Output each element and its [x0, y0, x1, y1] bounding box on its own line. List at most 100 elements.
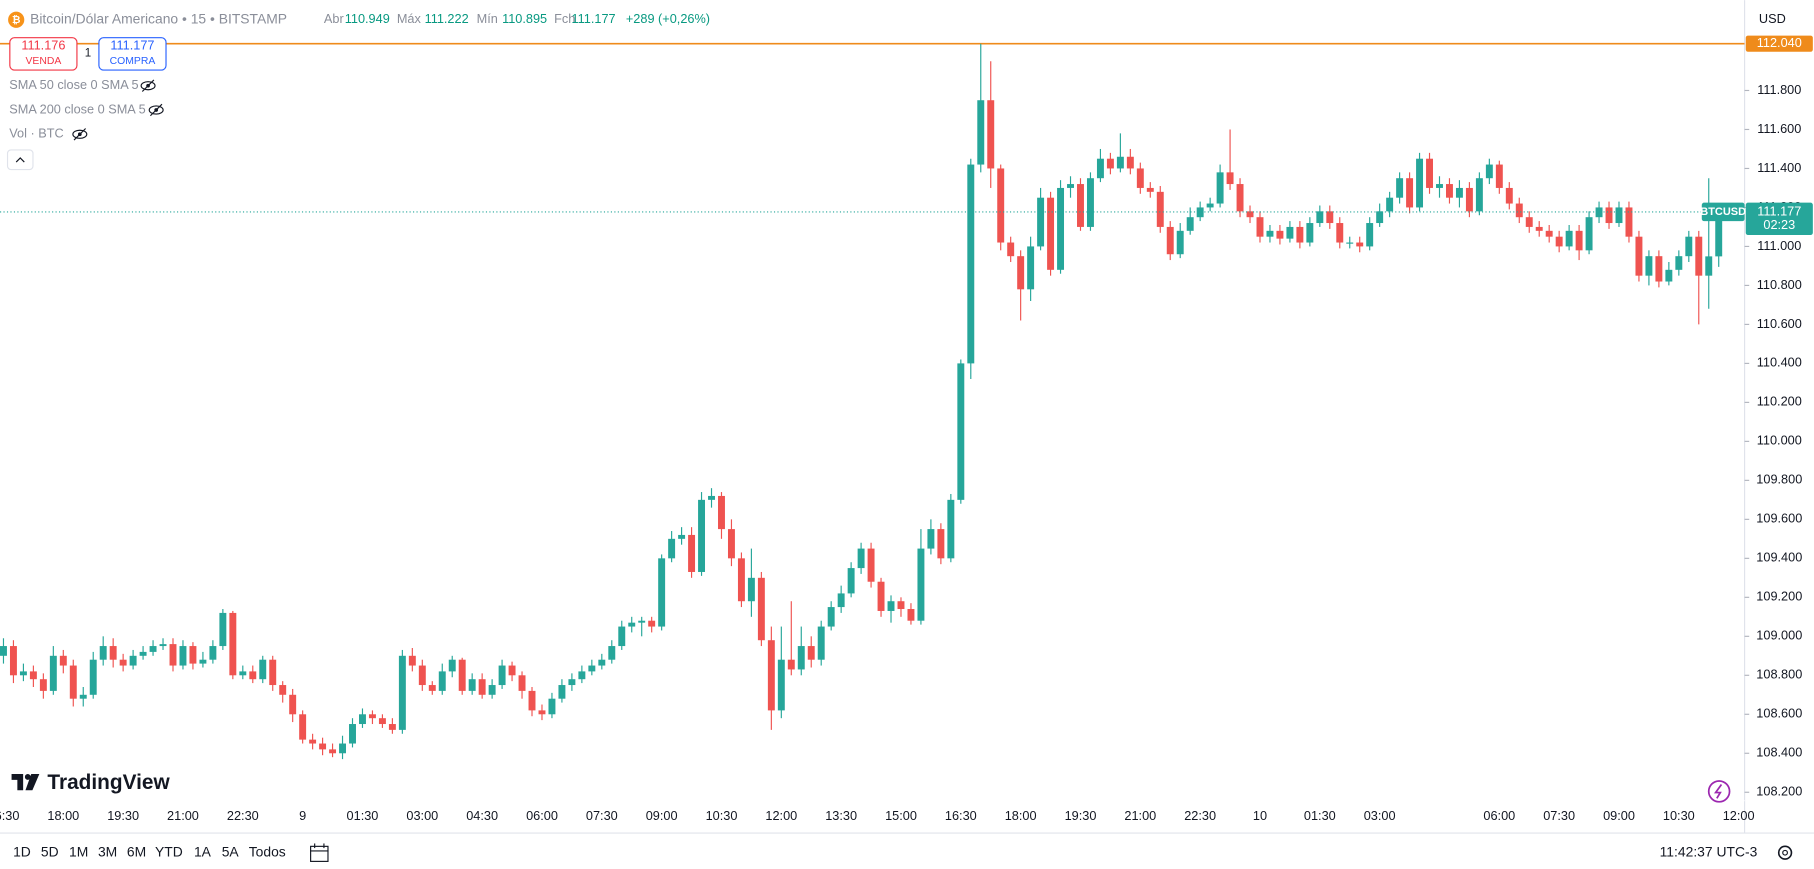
range-button[interactable]: 1D — [13, 843, 31, 859]
range-button[interactable]: 1M — [69, 843, 88, 859]
sell-button[interactable] — [9, 37, 78, 71]
buy-price[interactable]: 111.177 — [110, 38, 154, 53]
hide-icon[interactable] — [140, 79, 156, 92]
candle-body — [59, 655, 67, 666]
candle-body — [538, 710, 546, 715]
candle-body — [588, 665, 596, 672]
low-label: Mín — [477, 11, 498, 26]
currency-button[interactable] — [1752, 8, 1793, 32]
x-tick-label: 10:30 — [706, 808, 738, 823]
sell-price[interactable]: 111.176 — [21, 38, 65, 53]
range-button[interactable]: 5D — [41, 843, 59, 859]
candle-body — [229, 612, 237, 676]
candle-body — [997, 168, 1005, 243]
range-button[interactable]: Todos — [249, 843, 286, 859]
candle-body — [359, 714, 366, 725]
close-value: 111.177 — [572, 11, 616, 26]
date-range-icon[interactable] — [310, 843, 329, 862]
x-tick-label: 15:00 — [885, 808, 917, 823]
buy-button[interactable] — [98, 37, 167, 71]
candle-body — [1336, 223, 1344, 243]
candle-body — [1465, 187, 1473, 212]
candle-body — [149, 646, 157, 652]
candle-body — [1505, 187, 1513, 204]
candle-body — [518, 675, 526, 691]
currency[interactable]: USD — [1759, 11, 1786, 26]
candle-body — [1057, 187, 1065, 270]
clock[interactable]: 11:42:37 UTC-3 — [1660, 843, 1758, 859]
candle-body — [209, 646, 217, 660]
x-tick-label: 22:30 — [1184, 808, 1216, 823]
candle-body — [937, 529, 945, 559]
symbol-label-bg — [1701, 202, 1745, 222]
candle-body — [1126, 156, 1134, 169]
candle-body — [398, 655, 406, 730]
settings-icon[interactable] — [1777, 845, 1793, 860]
range-button[interactable]: YTD — [155, 843, 183, 859]
collapse-button[interactable] — [6, 149, 34, 171]
x-tick-label: 01:30 — [347, 808, 379, 823]
range-button[interactable]: 5A — [222, 843, 240, 859]
x-tick-label: 07:30 — [1543, 808, 1575, 823]
candle-body — [249, 671, 257, 680]
candle-body — [1605, 207, 1613, 224]
candle-body — [1296, 226, 1304, 243]
hide-icon[interactable] — [148, 103, 164, 117]
candle-body — [1645, 256, 1653, 276]
y-tick-label: 109.600 — [1756, 511, 1802, 526]
candle-body — [428, 685, 436, 691]
y-tick-label: 109.800 — [1756, 472, 1802, 487]
candle-body — [1426, 158, 1433, 188]
range-button[interactable]: 3M — [98, 843, 117, 859]
alert-icon[interactable] — [1707, 780, 1731, 803]
range-button[interactable]: 1A — [194, 843, 212, 859]
range-button[interactable]: 6M — [127, 843, 146, 859]
candle-body — [1376, 211, 1384, 224]
candle-body — [1166, 226, 1174, 255]
candle-body — [1455, 187, 1463, 198]
indicator[interactable]: SMA 200 close 0 SMA 5 — [9, 101, 145, 116]
hide-icon[interactable] — [72, 128, 88, 141]
candle-body — [1485, 164, 1493, 179]
candle-body — [757, 577, 765, 641]
x-tick-label: 07:30 — [586, 808, 618, 823]
x-tick-label: 03:00 — [406, 808, 438, 823]
y-tick-label: 109.200 — [1756, 589, 1802, 604]
y-tick-label: 109.000 — [1756, 628, 1802, 643]
candle-body — [1655, 256, 1663, 282]
candle-body — [1346, 242, 1354, 244]
candle-body — [618, 626, 626, 647]
candle-body — [49, 655, 57, 691]
candle-body — [179, 646, 187, 666]
candle-body — [1575, 230, 1583, 251]
collapse-icon — [15, 157, 25, 163]
indicator[interactable]: Vol · BTC — [9, 126, 63, 141]
candle-body — [1116, 156, 1124, 169]
symbol-title[interactable]: Bitcoin/Dólar Americano • 15 • BITSTAMP — [30, 10, 287, 26]
candle-body — [1595, 207, 1603, 218]
candle-body — [867, 548, 875, 582]
candle-body — [927, 529, 935, 549]
candle-body — [468, 679, 476, 691]
candle-body — [139, 651, 147, 656]
candle-body — [797, 646, 805, 670]
candle-body — [39, 679, 47, 691]
candle-body — [1416, 158, 1424, 208]
candle-body — [79, 694, 87, 699]
x-tick-label: 06:00 — [1483, 808, 1515, 823]
y-tick-label: 111.600 — [1757, 121, 1801, 136]
y-tick-label: 110.800 — [1757, 277, 1802, 292]
y-tick-label: 111.800 — [1757, 82, 1801, 97]
buy-label[interactable]: COMPRA — [110, 56, 156, 67]
sell-label[interactable]: VENDA — [25, 56, 61, 67]
candle-body — [448, 659, 456, 672]
candle-body — [578, 671, 586, 680]
candle-body — [339, 743, 347, 754]
x-tick-label: 09:00 — [1603, 808, 1635, 823]
candle-body — [887, 601, 895, 611]
indicator[interactable]: SMA 50 close 0 SMA 5 — [9, 77, 138, 92]
candle-body — [1585, 217, 1593, 251]
change: +289 (+0,26%) — [626, 11, 710, 26]
candle-body — [199, 659, 207, 664]
candle-body — [1366, 223, 1374, 247]
